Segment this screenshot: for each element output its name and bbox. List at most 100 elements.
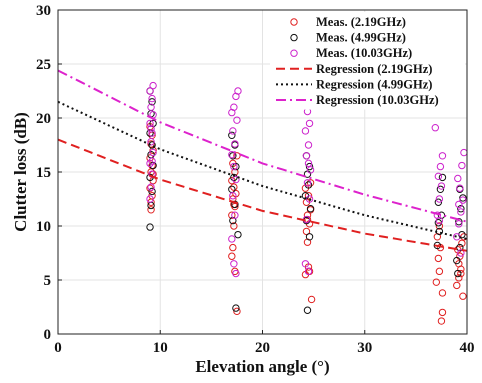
scatter-point [233,307,241,316]
series-3 [57,138,468,252]
scatter-point [305,162,314,171]
scatter-point [456,243,464,252]
scatter-point [438,308,447,317]
scatter-point [305,119,314,128]
scatter-point [306,179,315,187]
y-tick-label: 10 [36,219,51,235]
scatter-point [228,235,236,243]
scatter-point [301,127,310,135]
scatter-point [453,256,461,265]
legend-marker [290,33,298,42]
legend-entry-label: Meas. (10.03GHz) [316,46,412,60]
scatter-point [147,206,155,214]
scatter-point [434,254,443,263]
scatter-point [146,129,154,137]
scatter-point [303,306,312,314]
scatter-point [459,292,467,300]
scatter-point [149,148,157,157]
scatter-point [146,195,154,203]
scatter-point [232,269,240,278]
x-tick-label: 10 [153,340,168,356]
scatter-point [148,94,156,103]
scatter-point [457,205,465,213]
x-tick-label: 40 [460,340,475,356]
scatter-point [457,269,465,278]
scatter-point [307,295,316,304]
x-tick-label: 30 [357,340,372,356]
scatter-point [229,192,237,200]
legend-entry-label: Meas. (4.99GHz) [316,31,406,45]
scatter-point [231,140,239,148]
scatter-point [230,183,238,191]
scatter-point [306,205,315,213]
legend-entry-label: Regression (4.99GHz) [316,77,432,91]
scatter-point [431,124,440,132]
x-axis-label: Elevation angle (°) [195,357,329,376]
legend-box [270,12,465,110]
scatter-point [457,249,465,257]
scatter-point [304,267,313,276]
scatter-point [233,116,241,124]
scatter-point [432,278,441,286]
scatter-point [434,198,443,206]
y-axis-label: Clutter loss (dB) [11,112,30,232]
scatter-point [146,159,154,168]
scatter-point [304,141,313,149]
scatter-point [148,129,156,137]
scatter-point [437,317,446,325]
scatter-point [436,162,445,171]
scatter-point [438,173,447,182]
scatter-point [454,174,462,183]
scatter-point [229,243,237,252]
scatter-point [149,146,157,155]
scatter-point [228,108,236,117]
scatter-point [302,152,311,160]
scatter-point [230,260,238,268]
scatter-point [230,222,238,230]
scatter-point [147,183,155,191]
scatter-point [304,192,313,200]
x-tick-label: 0 [54,340,62,356]
scatter-point [435,216,444,225]
scatter-point [232,162,240,171]
scatter-point [438,289,447,297]
scatter-point [147,125,155,133]
scatter-point [148,157,156,165]
scatter-point [305,195,314,203]
scatter-point [457,208,465,216]
legend-entry-label: Regression (10.03GHz) [316,93,439,107]
scatter-point [147,138,155,146]
scatter-point [230,173,238,182]
scatter-point [147,140,155,148]
scatter-point [435,267,444,276]
scatter-point [455,217,463,226]
regression-line [57,100,468,240]
scatter-point [435,222,444,230]
scatter-point [228,131,236,139]
scatter-point [146,87,154,95]
scatter-point [303,179,312,187]
scatter-point [234,230,242,239]
scatter-point [437,182,446,190]
scatter-point [232,304,240,312]
scatter-point [438,152,447,160]
series-4 [57,100,468,240]
scatter-point [455,200,463,209]
legend-entry-label: Meas. (2.19GHz) [316,15,406,29]
scatter-point [458,239,466,247]
scatter-point [149,81,157,90]
scatter-point [232,175,240,184]
scatter-point [233,152,241,160]
scatter-point [302,227,311,236]
regression-line [57,138,468,252]
scatter-point [146,119,154,128]
scatter-point [455,220,463,228]
scatter-point [304,159,313,168]
x-tick-label: 20 [255,340,270,356]
scatter-point [146,223,154,231]
scatter-point [148,187,156,196]
scatter-point [231,200,239,209]
legend-marker [290,18,298,26]
y-tick-label: 25 [36,57,51,73]
